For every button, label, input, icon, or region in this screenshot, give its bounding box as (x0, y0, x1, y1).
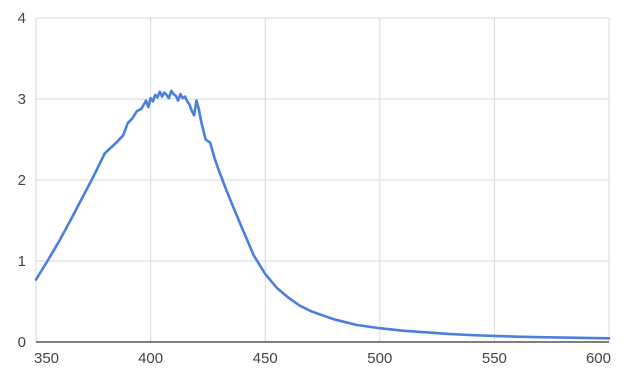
y-tick-label: 2 (18, 172, 26, 189)
y-tick-label: 1 (18, 253, 26, 270)
y-tick-label: 4 (18, 10, 26, 27)
x-tick-label: 550 (482, 350, 507, 367)
series-line-0 (36, 91, 609, 338)
x-tick-label: 600 (586, 350, 611, 367)
x-tick-label: 500 (367, 350, 392, 367)
x-tick-label: 350 (34, 350, 59, 367)
x-tick-label: 450 (253, 350, 278, 367)
grid-lines (36, 18, 609, 342)
series-layer (36, 91, 609, 338)
x-tick-label: 400 (138, 350, 163, 367)
y-tick-label: 0 (18, 334, 26, 351)
y-tick-label: 3 (18, 91, 26, 108)
